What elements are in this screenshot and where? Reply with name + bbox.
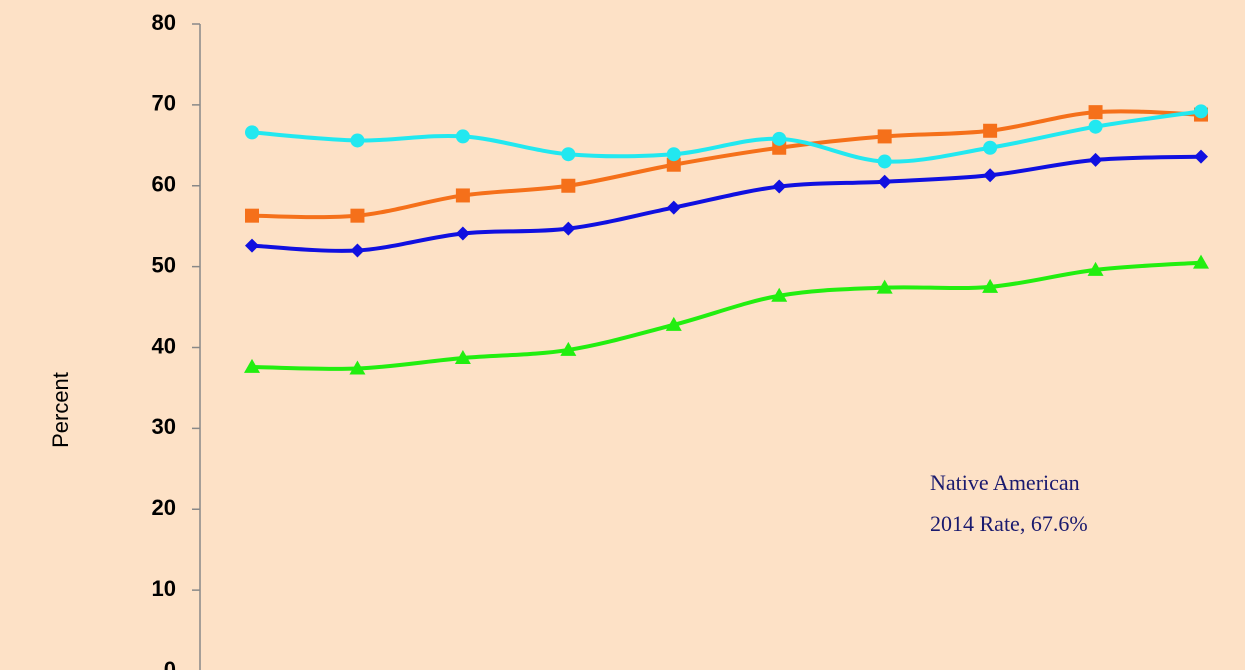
marker xyxy=(983,168,998,183)
series-line xyxy=(251,154,1202,253)
y-tick-label: 30 xyxy=(152,414,176,439)
marker xyxy=(771,287,788,302)
marker xyxy=(772,179,787,194)
y-tick-label: 50 xyxy=(152,252,176,277)
marker xyxy=(244,358,260,373)
marker xyxy=(455,188,470,203)
y-tick-label: 60 xyxy=(152,172,176,197)
marker xyxy=(560,341,577,356)
marker xyxy=(350,208,365,223)
marker xyxy=(1088,105,1103,120)
marker xyxy=(877,154,892,169)
marker xyxy=(876,279,893,294)
marker xyxy=(245,208,259,223)
marker xyxy=(245,125,259,140)
series-line xyxy=(251,109,1202,164)
y-tick-label: 40 xyxy=(152,333,176,358)
marker xyxy=(877,129,892,144)
marker xyxy=(665,316,682,331)
y-axis-title: Percent xyxy=(48,372,73,448)
marker xyxy=(666,200,681,215)
marker xyxy=(1087,261,1104,276)
marker xyxy=(666,147,681,162)
marker xyxy=(1193,254,1209,269)
marker xyxy=(561,178,576,193)
annotation: Native American xyxy=(930,470,1080,495)
y-tick-label: 10 xyxy=(152,576,176,601)
marker xyxy=(877,174,892,189)
marker xyxy=(455,226,470,241)
marker xyxy=(349,360,366,375)
y-tick-label: 20 xyxy=(152,495,176,520)
marker xyxy=(245,238,259,253)
series-line xyxy=(251,109,1202,220)
marker xyxy=(350,133,365,148)
marker xyxy=(983,140,998,155)
y-tick-label: 70 xyxy=(152,91,176,116)
marker xyxy=(1088,119,1103,134)
marker xyxy=(1194,104,1208,119)
y-tick-label: 0 xyxy=(164,657,176,670)
marker xyxy=(1088,152,1103,167)
marker xyxy=(1194,149,1208,164)
marker xyxy=(561,221,576,236)
marker xyxy=(666,157,681,172)
marker xyxy=(983,123,998,138)
y-tick-label: 80 xyxy=(152,10,176,35)
annotation: 2014 Rate, 67.6% xyxy=(930,511,1088,536)
marker xyxy=(772,131,787,146)
marker xyxy=(455,129,470,144)
marker xyxy=(350,243,365,258)
marker xyxy=(561,147,576,162)
marker xyxy=(454,350,471,365)
series-line xyxy=(251,260,1202,371)
marker xyxy=(982,278,999,293)
